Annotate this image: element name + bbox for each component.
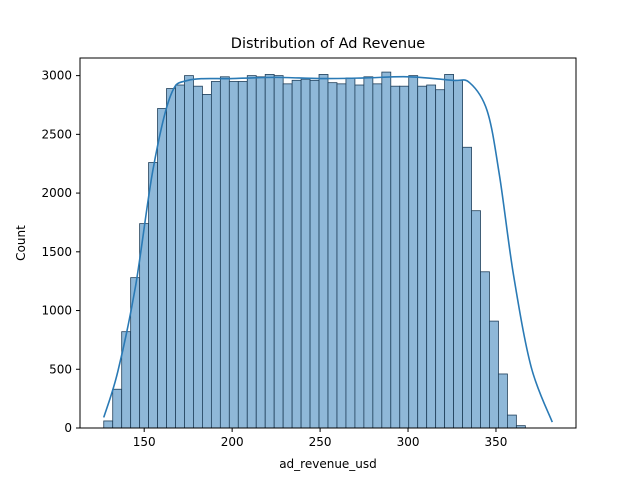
y-tick-label: 2000 <box>41 186 72 200</box>
histogram-bar <box>237 81 248 429</box>
histogram-bar <box>184 75 194 429</box>
histogram-bar <box>228 81 239 429</box>
y-axis: 0 500 1000 1500 2000 2500 3000 <box>41 69 80 435</box>
bars-group <box>103 71 526 429</box>
histogram-bar <box>345 77 356 429</box>
histogram-bar <box>166 88 176 429</box>
y-tick-label: 500 <box>49 362 72 376</box>
histogram-bar <box>327 82 338 429</box>
histogram-bar <box>462 146 472 429</box>
histogram-bar <box>408 75 419 429</box>
histogram-bar <box>282 83 293 429</box>
kde-line <box>102 75 554 423</box>
histogram-bar <box>273 75 284 429</box>
histogram-bar <box>291 79 302 429</box>
histogram-bar <box>219 76 230 429</box>
y-tick-label: 1500 <box>41 245 72 259</box>
x-axis: 150 200 250 300 350 <box>133 428 508 449</box>
histogram-bar <box>210 81 221 429</box>
histogram-bar <box>148 162 158 429</box>
chart-title: Distribution of Ad Revenue <box>231 36 425 52</box>
x-tick-label: 150 <box>133 435 156 449</box>
histogram-bar <box>417 85 428 429</box>
histogram-bar <box>157 108 167 429</box>
histogram-bar <box>309 79 320 429</box>
histogram-bar <box>435 89 446 429</box>
histogram-bar <box>264 74 275 429</box>
histogram-bar <box>336 83 347 429</box>
histogram-bar <box>193 85 203 429</box>
x-axis-label: ad_revenue_usd <box>279 457 377 471</box>
histogram-bar <box>363 76 374 429</box>
histogram-bar <box>175 84 185 429</box>
y-axis-label: Count <box>14 225 28 261</box>
histogram-bar <box>112 388 123 429</box>
histogram-bar <box>372 83 383 429</box>
histogram-bar <box>318 74 329 429</box>
histogram-bar <box>390 85 401 429</box>
y-tick-label: 3000 <box>41 69 72 83</box>
histogram-bar <box>300 78 311 429</box>
y-tick-label: 1000 <box>41 304 72 318</box>
histogram-bar <box>426 84 437 429</box>
histogram-bar <box>453 79 463 429</box>
x-tick-label: 350 <box>485 435 508 449</box>
plot-frame <box>79 57 577 429</box>
y-tick-label: 0 <box>64 421 72 435</box>
histogram-bar <box>471 210 481 429</box>
histogram-bar <box>381 71 392 429</box>
histogram-bar <box>354 84 365 429</box>
x-tick-label: 250 <box>309 435 332 449</box>
histogram-bar <box>202 94 212 429</box>
histogram-bar <box>399 85 410 429</box>
histogram-bar <box>255 76 266 429</box>
histogram-bar <box>498 373 508 429</box>
histogram-bar <box>130 277 141 429</box>
histogram-bar <box>444 74 454 429</box>
histogram-bar <box>246 75 257 429</box>
histogram-bar <box>103 420 114 429</box>
x-tick-label: 300 <box>397 435 420 449</box>
histogram-bar <box>480 271 490 429</box>
x-tick-label: 200 <box>221 435 244 449</box>
histogram-bar <box>489 320 499 429</box>
y-tick-label: 2500 <box>41 127 72 141</box>
histogram-bar <box>507 414 517 429</box>
